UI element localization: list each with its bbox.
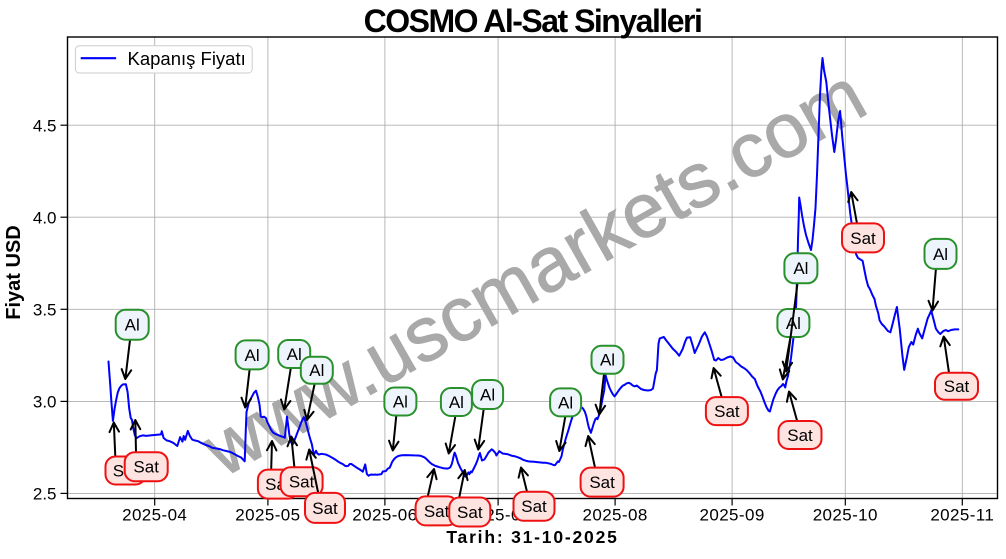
svg-text:Sat: Sat xyxy=(424,502,450,521)
svg-text:Al: Al xyxy=(600,351,615,370)
svg-text:2025-05: 2025-05 xyxy=(235,506,300,525)
svg-text:Sat: Sat xyxy=(133,458,159,477)
svg-text:Sat: Sat xyxy=(787,426,813,445)
svg-text:Al: Al xyxy=(245,346,260,365)
svg-text:Sat: Sat xyxy=(589,473,615,492)
svg-text:Sat: Sat xyxy=(944,377,970,396)
svg-text:4.0: 4.0 xyxy=(33,208,57,227)
svg-text:3.0: 3.0 xyxy=(33,393,57,412)
svg-text:Tarih: 31-10-2025: Tarih: 31-10-2025 xyxy=(446,527,618,547)
svg-text:Sat: Sat xyxy=(312,499,338,518)
svg-text:Al: Al xyxy=(393,392,408,411)
svg-text:Sat: Sat xyxy=(457,503,483,522)
svg-text:Al: Al xyxy=(449,393,464,412)
svg-text:Al: Al xyxy=(793,259,808,278)
svg-text:4.5: 4.5 xyxy=(33,116,57,135)
svg-text:Sat: Sat xyxy=(714,402,740,421)
svg-text:Sat: Sat xyxy=(521,497,547,516)
svg-text:2025-10: 2025-10 xyxy=(813,506,878,525)
svg-text:2025-11: 2025-11 xyxy=(930,506,994,525)
svg-text:2025-06: 2025-06 xyxy=(352,506,417,525)
svg-text:2025-04: 2025-04 xyxy=(122,506,187,525)
svg-text:Al: Al xyxy=(125,316,140,335)
svg-text:COSMO Al-Sat Sinyalleri: COSMO Al-Sat Sinyalleri xyxy=(364,3,702,39)
svg-text:Kapanış Fiyatı: Kapanış Fiyatı xyxy=(128,48,246,69)
svg-text:Al: Al xyxy=(558,393,573,412)
svg-text:Al: Al xyxy=(480,385,495,404)
svg-text:2025-08: 2025-08 xyxy=(582,506,647,525)
svg-text:2025-09: 2025-09 xyxy=(699,506,764,525)
svg-text:Fiyat USD: Fiyat USD xyxy=(3,225,25,319)
svg-text:Al: Al xyxy=(786,314,801,333)
svg-text:Al: Al xyxy=(287,345,302,364)
svg-text:2.5: 2.5 xyxy=(33,485,57,504)
svg-text:Al: Al xyxy=(309,361,324,380)
svg-text:Al: Al xyxy=(933,245,948,264)
svg-text:3.5: 3.5 xyxy=(33,301,57,320)
svg-text:Sat: Sat xyxy=(289,473,315,492)
svg-text:Sat: Sat xyxy=(850,229,876,248)
